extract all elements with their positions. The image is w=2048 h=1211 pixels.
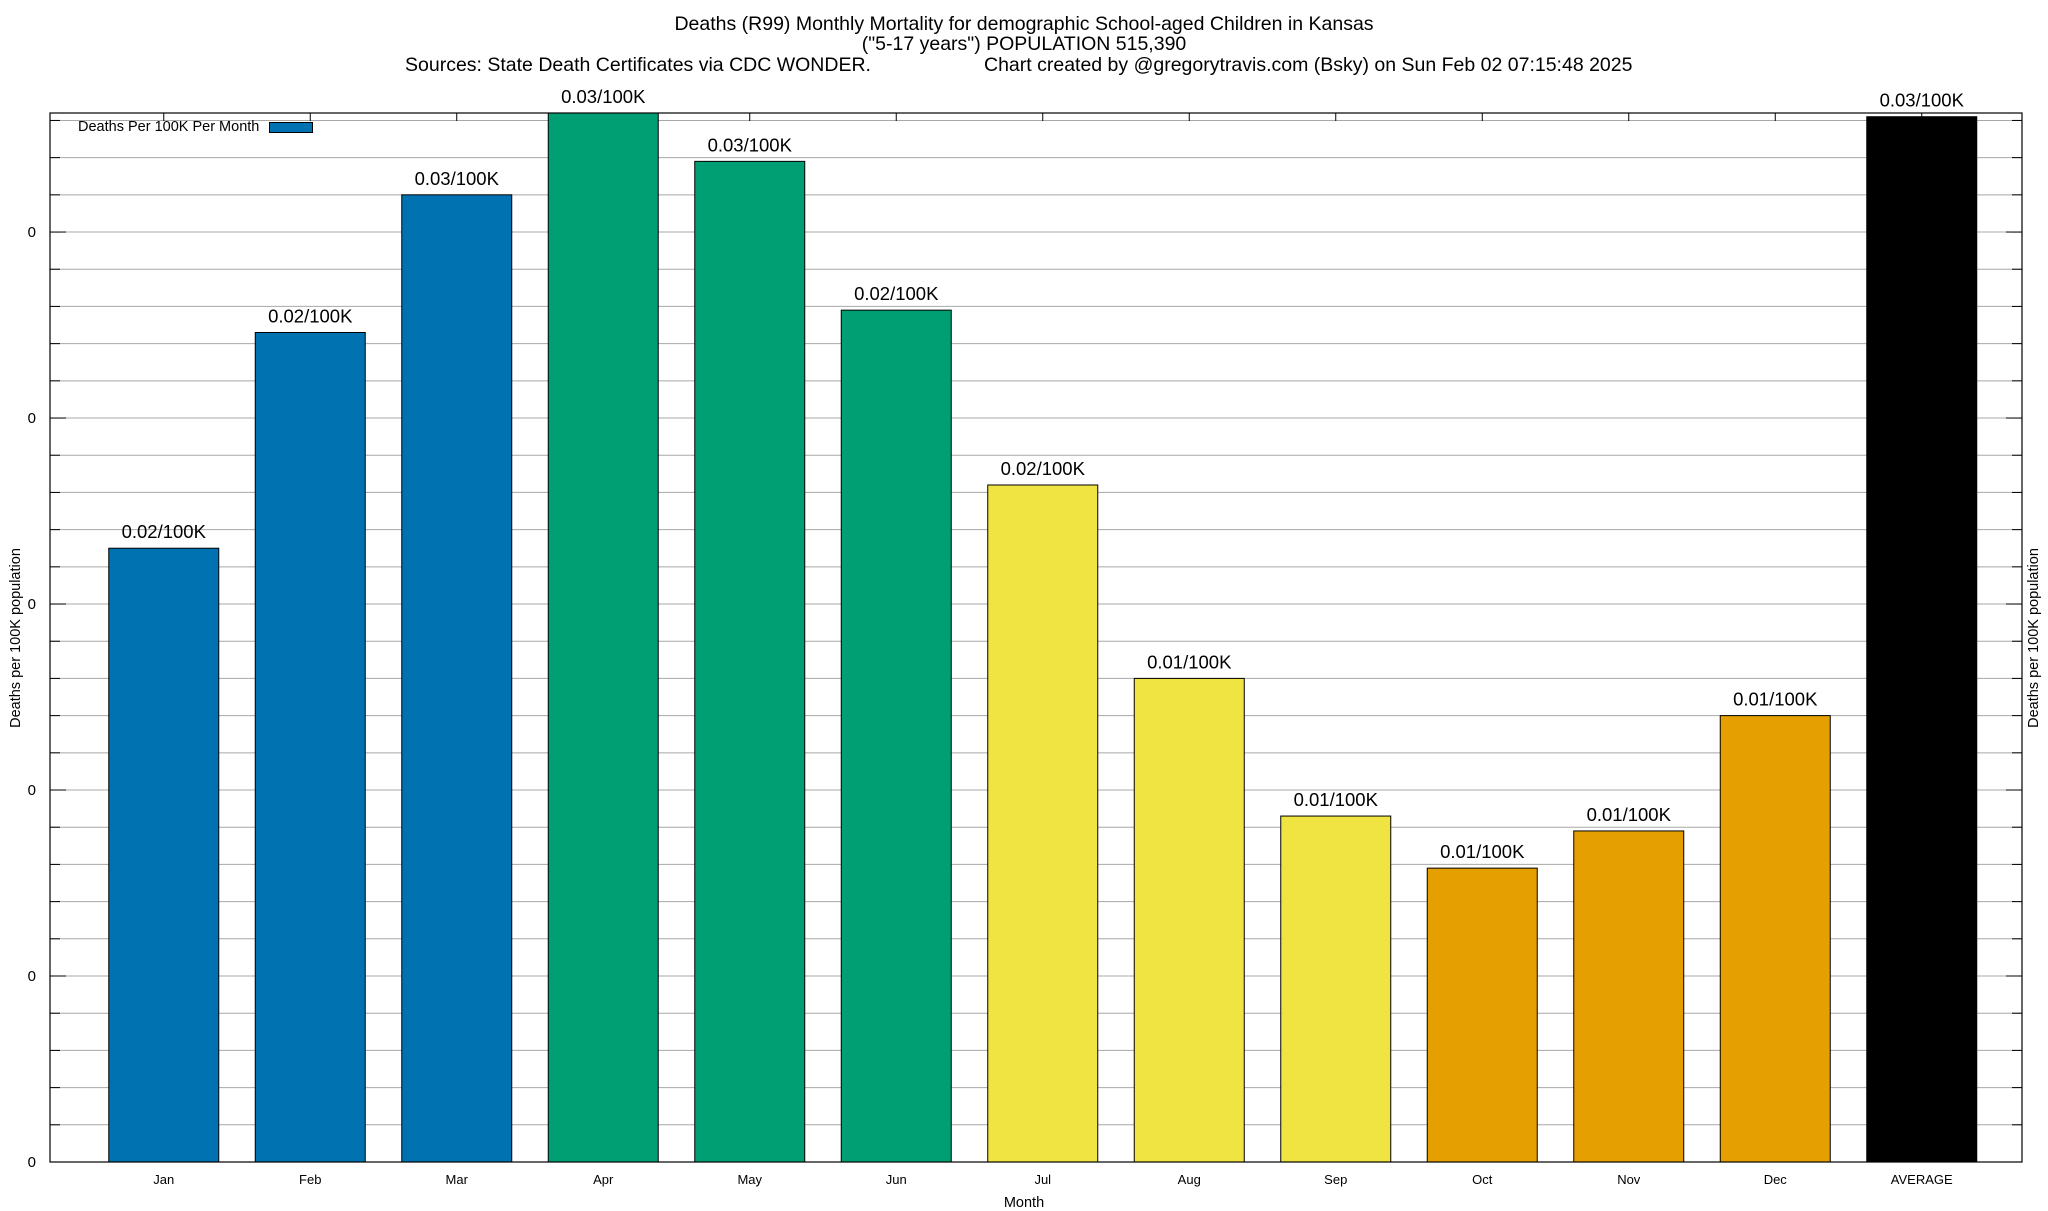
chart-title: Deaths (R99) Monthly Mortality for demog… [674,13,1374,35]
data-label-nov: 0.01/100K [1587,804,1672,825]
y-tick-label: 0 [28,1154,36,1171]
data-label-apr: 0.03/100K [561,86,646,107]
x-tick-label-nov: Nov [1617,1172,1641,1187]
data-label-aug: 0.01/100K [1147,651,1232,672]
y-tick-label: 0 [28,410,36,427]
data-label-feb: 0.02/100K [268,305,353,326]
legend: Deaths Per 100K Per Month [78,119,314,135]
x-tick-label-jan: Jan [153,1172,174,1187]
credit-text: Chart created by @gregorytravis.com (Bsk… [984,54,1633,76]
legend-label: Deaths Per 100K Per Month [78,119,260,135]
bar-mar [401,194,513,1163]
y-tick-label: 0 [28,596,36,613]
data-label-average: 0.03/100K [1880,90,1965,111]
data-label-sep: 0.01/100K [1294,789,1379,810]
x-tick-label-may: May [737,1172,762,1187]
sources-text: Sources: State Death Certificates via CD… [405,54,871,76]
data-label-jul: 0.02/100K [1001,458,1086,479]
chart-subtitle: ("5-17 years") POPULATION 515,390 [861,33,1187,55]
plot-frame [49,112,2023,1163]
bar-apr [547,112,659,1163]
x-tick-label-dec: Dec [1764,1172,1788,1187]
y-tick-label: 0 [28,782,36,799]
bar-sep [1280,815,1392,1163]
x-tick-label-average: AVERAGE [1891,1172,1953,1187]
bar-jan [108,547,220,1163]
bar-nov [1573,830,1685,1163]
bar-dec [1719,715,1831,1163]
x-axis-label: Month [1003,1195,1045,1211]
bar-average [1866,116,1978,1163]
data-label-jan: 0.02/100K [122,521,207,542]
x-tick-label-mar: Mar [446,1172,469,1187]
bar-feb [254,331,366,1163]
data-label-mar: 0.03/100K [415,168,500,189]
data-label-may: 0.03/100K [708,134,793,155]
bar-oct [1426,867,1538,1163]
chart-title-block: Deaths (R99) Monthly Mortality for demog… [0,14,2048,54]
bar-may [694,160,806,1163]
data-label-oct: 0.01/100K [1440,841,1525,862]
x-tick-label-apr: Apr [593,1172,614,1187]
x-tick-label-jul: Jul [1034,1172,1051,1187]
x-tick-label-aug: Aug [1178,1172,1201,1187]
x-tick-label-jun: Jun [886,1172,907,1187]
data-label-jun: 0.02/100K [854,283,939,304]
y-tick-label: 0 [28,968,36,985]
data-label-dec: 0.01/100K [1733,689,1818,710]
legend-swatch [269,121,314,133]
x-tick-label-feb: Feb [299,1172,321,1187]
bar-jun [840,309,952,1163]
y-axis-label-left: Deaths per 100K population [8,548,24,728]
y-axis-label-right: Deaths per 100K population [2026,548,2042,728]
y-tick-label: 0 [28,224,36,241]
x-tick-label-oct: Oct [1472,1172,1493,1187]
x-tick-label-sep: Sep [1324,1172,1347,1187]
bar-aug [1133,677,1245,1163]
bar-jul [987,484,1099,1163]
